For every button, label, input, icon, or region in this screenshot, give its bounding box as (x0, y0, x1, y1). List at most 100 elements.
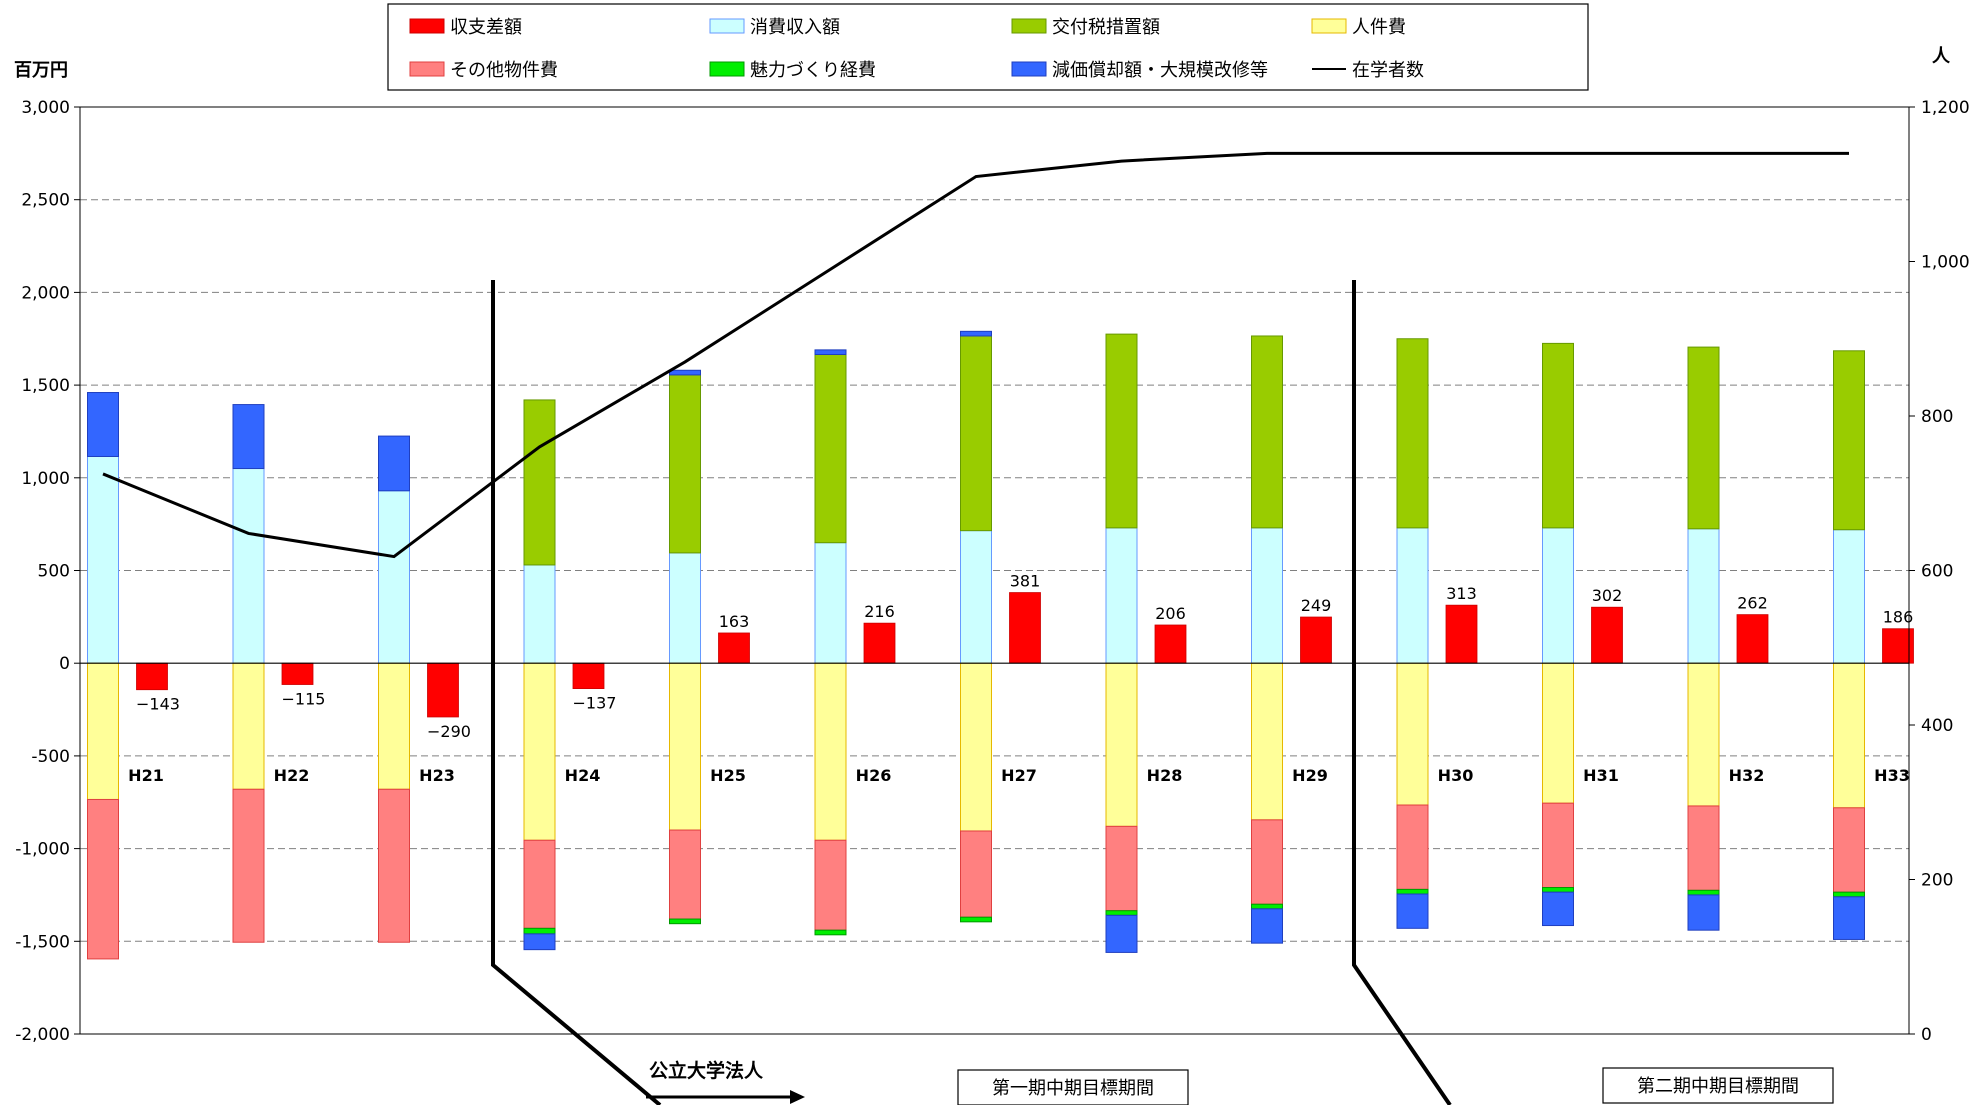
y-left-tick-label: 2,500 (21, 191, 70, 211)
bar-balance-H27 (1009, 592, 1041, 664)
y-right-tick-label: 200 (1921, 871, 1953, 891)
legend-swatch-tax (1011, 18, 1047, 34)
bar-balance-H21 (136, 662, 168, 691)
balance-label-H23: −290 (427, 722, 471, 741)
bar-personnel-H30 (1396, 662, 1429, 806)
category-label-H30: H30 (1438, 766, 1474, 785)
bar-balance-H33 (1882, 628, 1914, 664)
bar-attract-H32 (1687, 889, 1720, 896)
bar-depr_neg-H28 (1105, 914, 1138, 953)
balance-label-H30: 313 (1446, 584, 1477, 603)
period1-box (957, 1069, 1189, 1105)
bar-consumption-H33 (1833, 529, 1865, 664)
bar-other-H27 (960, 830, 992, 918)
y-left-tick-label: 1,500 (21, 376, 70, 396)
bar-consumption-H24 (523, 564, 556, 664)
category-label-H27: H27 (1001, 766, 1037, 785)
legend-label-personnel: 人件費 (1352, 17, 1406, 38)
y-right-tick-label: 400 (1921, 716, 1953, 736)
bar-balance-H32 (1736, 614, 1769, 664)
bar-depr_neg-H32 (1687, 894, 1720, 931)
category-label-H29: H29 (1292, 766, 1328, 785)
category-label-H31: H31 (1583, 766, 1619, 785)
legend-label-depr: 減価償却額・大規模改修等 (1052, 60, 1268, 81)
bar-depr_neg-H29 (1251, 908, 1283, 944)
bar-personnel-H27 (960, 662, 992, 832)
students-line (102, 151, 1849, 559)
balance-label-H21: −143 (136, 695, 180, 714)
bar-balance-H23 (427, 662, 459, 718)
bar-personnel-H33 (1833, 662, 1865, 809)
bar-consumption-H27 (960, 530, 992, 664)
period1-divider (491, 280, 662, 1105)
y-left-tick-label: 3,000 (21, 98, 70, 118)
legend-swatch-balance (409, 18, 445, 34)
category-label-H22: H22 (274, 766, 310, 785)
legend-frame (387, 3, 1589, 91)
bar-other-H26 (814, 839, 847, 931)
bar-personnel-H21 (87, 662, 119, 800)
legend-swatch-consumption (709, 18, 745, 34)
period1-label: 第一期中期目標期間 (992, 1078, 1154, 1099)
category-label-H28: H28 (1147, 766, 1183, 785)
bar-tax-H25 (669, 374, 701, 554)
bar-depr_pos-H23 (378, 435, 410, 492)
bar-balance-H24 (572, 662, 605, 689)
bar-personnel-H26 (814, 662, 847, 841)
y-left-tick-label: -1,500 (15, 932, 70, 952)
bar-depr_neg-H33 (1833, 896, 1865, 940)
bar-tax-H29 (1251, 335, 1283, 529)
bar-personnel-H24 (523, 662, 556, 841)
legend-swatch-other (409, 61, 445, 77)
bar-attract-H27 (960, 916, 992, 923)
bar-depr_pos-H21 (87, 392, 119, 457)
bar-other-H29 (1251, 819, 1283, 905)
y-right-unit-label: 人 (1932, 46, 1951, 67)
bar-consumption-H29 (1251, 527, 1283, 664)
balance-label-H29: 249 (1301, 596, 1332, 615)
balance-label-H28: 206 (1155, 604, 1186, 623)
y-left-tick-label: -500 (31, 747, 70, 767)
bar-consumption-H30 (1396, 527, 1429, 664)
bar-other-H23 (378, 788, 410, 943)
category-label-H24: H24 (565, 766, 601, 785)
balance-label-H31: 302 (1592, 586, 1623, 605)
bar-tax-H30 (1396, 338, 1429, 529)
balance-bars (136, 592, 1914, 718)
corporation-arrow (646, 1090, 805, 1104)
bar-other-H28 (1105, 825, 1138, 912)
bar-consumption-H21 (87, 455, 119, 664)
balance-label-H26: 216 (864, 602, 895, 621)
plot-frame (79, 106, 1910, 1035)
bar-personnel-H23 (378, 662, 410, 790)
bars (87, 330, 1865, 960)
balance-label-H33: 186 (1883, 608, 1914, 627)
bar-balance-H25 (718, 632, 750, 664)
y-left-unit-label: 百万円 (14, 60, 68, 81)
bar-consumption-H32 (1687, 528, 1720, 664)
legend-label-attract: 魅力づくり経費 (750, 60, 876, 81)
bar-personnel-H25 (669, 662, 701, 831)
y-right-tick-label: 600 (1921, 562, 1953, 582)
bar-tax-H32 (1687, 346, 1720, 530)
bar-consumption-H23 (378, 490, 410, 664)
y-right-ticks: 1,200 1,000 800 600 400 200 0 (1909, 98, 1970, 1045)
bar-balance-H31 (1591, 606, 1623, 664)
y-left-tick-label: 500 (38, 562, 70, 582)
y-right-tick-label: 1,000 (1921, 253, 1970, 273)
balance-label-H25: 163 (719, 612, 750, 631)
y-right-tick-label: 800 (1921, 407, 1953, 427)
bar-depr_pos-H26 (814, 349, 847, 356)
bar-depr_pos-H22 (232, 404, 265, 470)
bar-other-H30 (1396, 804, 1429, 890)
legend-label-balance: 収支差額 (450, 17, 522, 38)
bar-personnel-H32 (1687, 662, 1720, 807)
bar-balance-H26 (863, 622, 896, 664)
bar-attract-H25 (669, 918, 701, 925)
legend-swatch-personnel (1311, 18, 1347, 34)
period2-box (1602, 1067, 1834, 1104)
bar-personnel-H29 (1251, 662, 1283, 821)
y-left-tick-label: 2,000 (21, 283, 70, 303)
period2-label: 第二期中期目標期間 (1637, 1076, 1799, 1097)
legend-label-other: その他物件費 (450, 60, 558, 81)
